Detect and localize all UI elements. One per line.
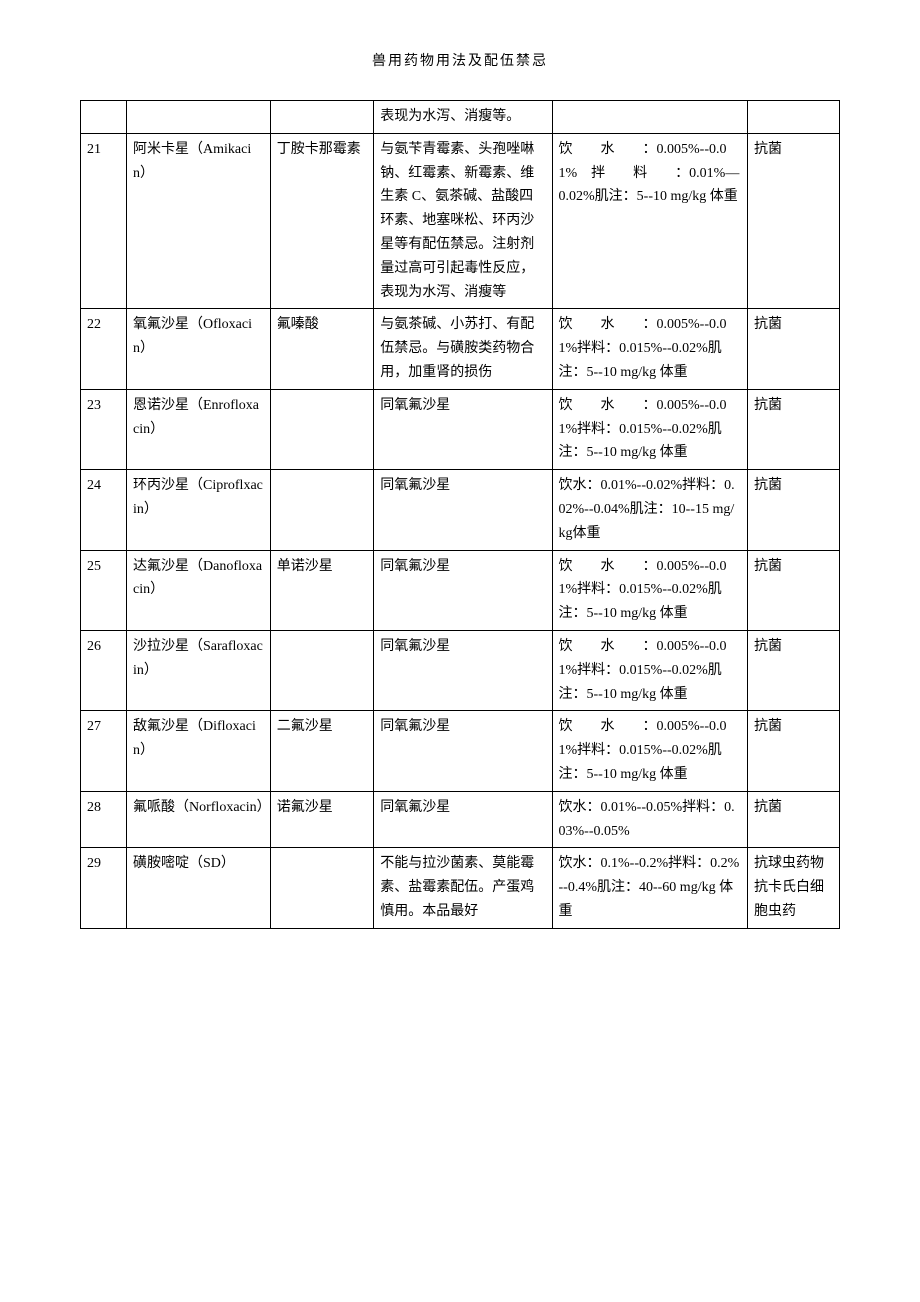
drug-alias xyxy=(270,470,374,550)
category: 抗菌 xyxy=(748,550,840,630)
row-number: 27 xyxy=(81,711,127,791)
category: 抗菌 xyxy=(748,630,840,710)
row-number: 28 xyxy=(81,791,127,848)
contraindication: 同氧氟沙星 xyxy=(374,389,552,469)
row-number: 25 xyxy=(81,550,127,630)
table-row: 23恩诺沙星（Enrofloxacin） 同氧氟沙星饮 水 ：0.005%--0.… xyxy=(81,389,840,469)
drug-name: 阿米卡星（Amikacin） xyxy=(127,133,271,309)
row-number: 29 xyxy=(81,848,127,928)
contraindication: 不能与拉沙菌素、莫能霉素、盐霉素配伍。产蛋鸡慎用。本品最好 xyxy=(374,848,552,928)
category xyxy=(748,101,840,134)
drug-name: 氧氟沙星（Ofloxacin） xyxy=(127,309,271,389)
drug-name: 环丙沙星（Ciproflxacin） xyxy=(127,470,271,550)
row-number: 21 xyxy=(81,133,127,309)
category: 抗菌 xyxy=(748,711,840,791)
drug-alias: 单诺沙星 xyxy=(270,550,374,630)
table-row: 29磺胺嘧啶（SD） 不能与拉沙菌素、莫能霉素、盐霉素配伍。产蛋鸡慎用。本品最好饮… xyxy=(81,848,840,928)
contraindication: 同氧氟沙星 xyxy=(374,711,552,791)
table-row: 21阿米卡星（Amikacin）丁胺卡那霉素与氨苄青霉素、头孢唑啉钠、红霉素、新… xyxy=(81,133,840,309)
drug-alias: 氟嗪酸 xyxy=(270,309,374,389)
contraindication: 同氧氟沙星 xyxy=(374,470,552,550)
table-row: 25达氟沙星（Danofloxacin）单诺沙星同氧氟沙星饮 水 ：0.005%… xyxy=(81,550,840,630)
drug-alias xyxy=(270,389,374,469)
category: 抗菌 xyxy=(748,133,840,309)
usage: 饮 水 ：0.005%--0.01%拌料：0.015%--0.02%肌注：5--… xyxy=(552,309,748,389)
drug-alias: 丁胺卡那霉素 xyxy=(270,133,374,309)
table-row: 26沙拉沙星（Sarafloxacin） 同氧氟沙星饮 水 ：0.005%--0.… xyxy=(81,630,840,710)
usage xyxy=(552,101,748,134)
drug-table: 表现为水泻、消瘦等。21阿米卡星（Amikacin）丁胺卡那霉素与氨苄青霉素、头… xyxy=(80,100,840,929)
contraindication: 同氧氟沙星 xyxy=(374,630,552,710)
category: 抗球虫药物 抗卡氏白细胞虫药 xyxy=(748,848,840,928)
drug-name xyxy=(127,101,271,134)
row-number xyxy=(81,101,127,134)
contraindication: 与氨苄青霉素、头孢唑啉钠、红霉素、新霉素、维生素 C、氨茶碱、盐酸四环素、地塞咪… xyxy=(374,133,552,309)
usage: 饮 水 ：0.005%--0.01% 拌 料 ：0.01%—0.02%肌注：5-… xyxy=(552,133,748,309)
table-row: 27敌氟沙星（Difloxacin）二氟沙星同氧氟沙星饮 水 ：0.005%--… xyxy=(81,711,840,791)
usage: 饮水：0.01%--0.05%拌料：0.03%--0.05% xyxy=(552,791,748,848)
contraindication: 与氨茶碱、小苏打、有配伍禁忌。与磺胺类药物合用，加重肾的损伤 xyxy=(374,309,552,389)
drug-name: 恩诺沙星（Enrofloxacin） xyxy=(127,389,271,469)
drug-name: 磺胺嘧啶（SD） xyxy=(127,848,271,928)
contraindication: 同氧氟沙星 xyxy=(374,791,552,848)
usage: 饮水：0.01%--0.02%拌料：0.02%--0.04%肌注：10--15 … xyxy=(552,470,748,550)
usage: 饮 水 ：0.005%--0.01%拌料：0.015%--0.02%肌注：5--… xyxy=(552,550,748,630)
drug-alias xyxy=(270,101,374,134)
drug-alias: 二氟沙星 xyxy=(270,711,374,791)
table-row: 28氟哌酸（Norfloxacin）诺氟沙星同氧氟沙星饮水：0.01%--0.0… xyxy=(81,791,840,848)
drug-alias: 诺氟沙星 xyxy=(270,791,374,848)
table-row: 表现为水泻、消瘦等。 xyxy=(81,101,840,134)
category: 抗菌 xyxy=(748,389,840,469)
usage: 饮 水 ：0.005%--0.01%拌料：0.015%--0.02%肌注：5--… xyxy=(552,711,748,791)
category: 抗菌 xyxy=(748,470,840,550)
category: 抗菌 xyxy=(748,309,840,389)
row-number: 22 xyxy=(81,309,127,389)
drug-alias xyxy=(270,848,374,928)
usage: 饮水：0.1%--0.2%拌料：0.2%--0.4%肌注：40--60 mg/k… xyxy=(552,848,748,928)
table-row: 24环丙沙星（Ciproflxacin） 同氧氟沙星饮水：0.01%--0.02%… xyxy=(81,470,840,550)
contraindication: 表现为水泻、消瘦等。 xyxy=(374,101,552,134)
page-title: 兽用药物用法及配伍禁忌 xyxy=(80,50,840,70)
row-number: 24 xyxy=(81,470,127,550)
category: 抗菌 xyxy=(748,791,840,848)
row-number: 26 xyxy=(81,630,127,710)
table-row: 22氧氟沙星（Ofloxacin）氟嗪酸与氨茶碱、小苏打、有配伍禁忌。与磺胺类药… xyxy=(81,309,840,389)
drug-name: 氟哌酸（Norfloxacin） xyxy=(127,791,271,848)
drug-name: 达氟沙星（Danofloxacin） xyxy=(127,550,271,630)
drug-name: 敌氟沙星（Difloxacin） xyxy=(127,711,271,791)
contraindication: 同氧氟沙星 xyxy=(374,550,552,630)
drug-name: 沙拉沙星（Sarafloxacin） xyxy=(127,630,271,710)
row-number: 23 xyxy=(81,389,127,469)
drug-alias xyxy=(270,630,374,710)
usage: 饮 水 ：0.005%--0.01%拌料：0.015%--0.02%肌注：5--… xyxy=(552,389,748,469)
usage: 饮 水 ：0.005%--0.01%拌料：0.015%--0.02%肌注：5--… xyxy=(552,630,748,710)
